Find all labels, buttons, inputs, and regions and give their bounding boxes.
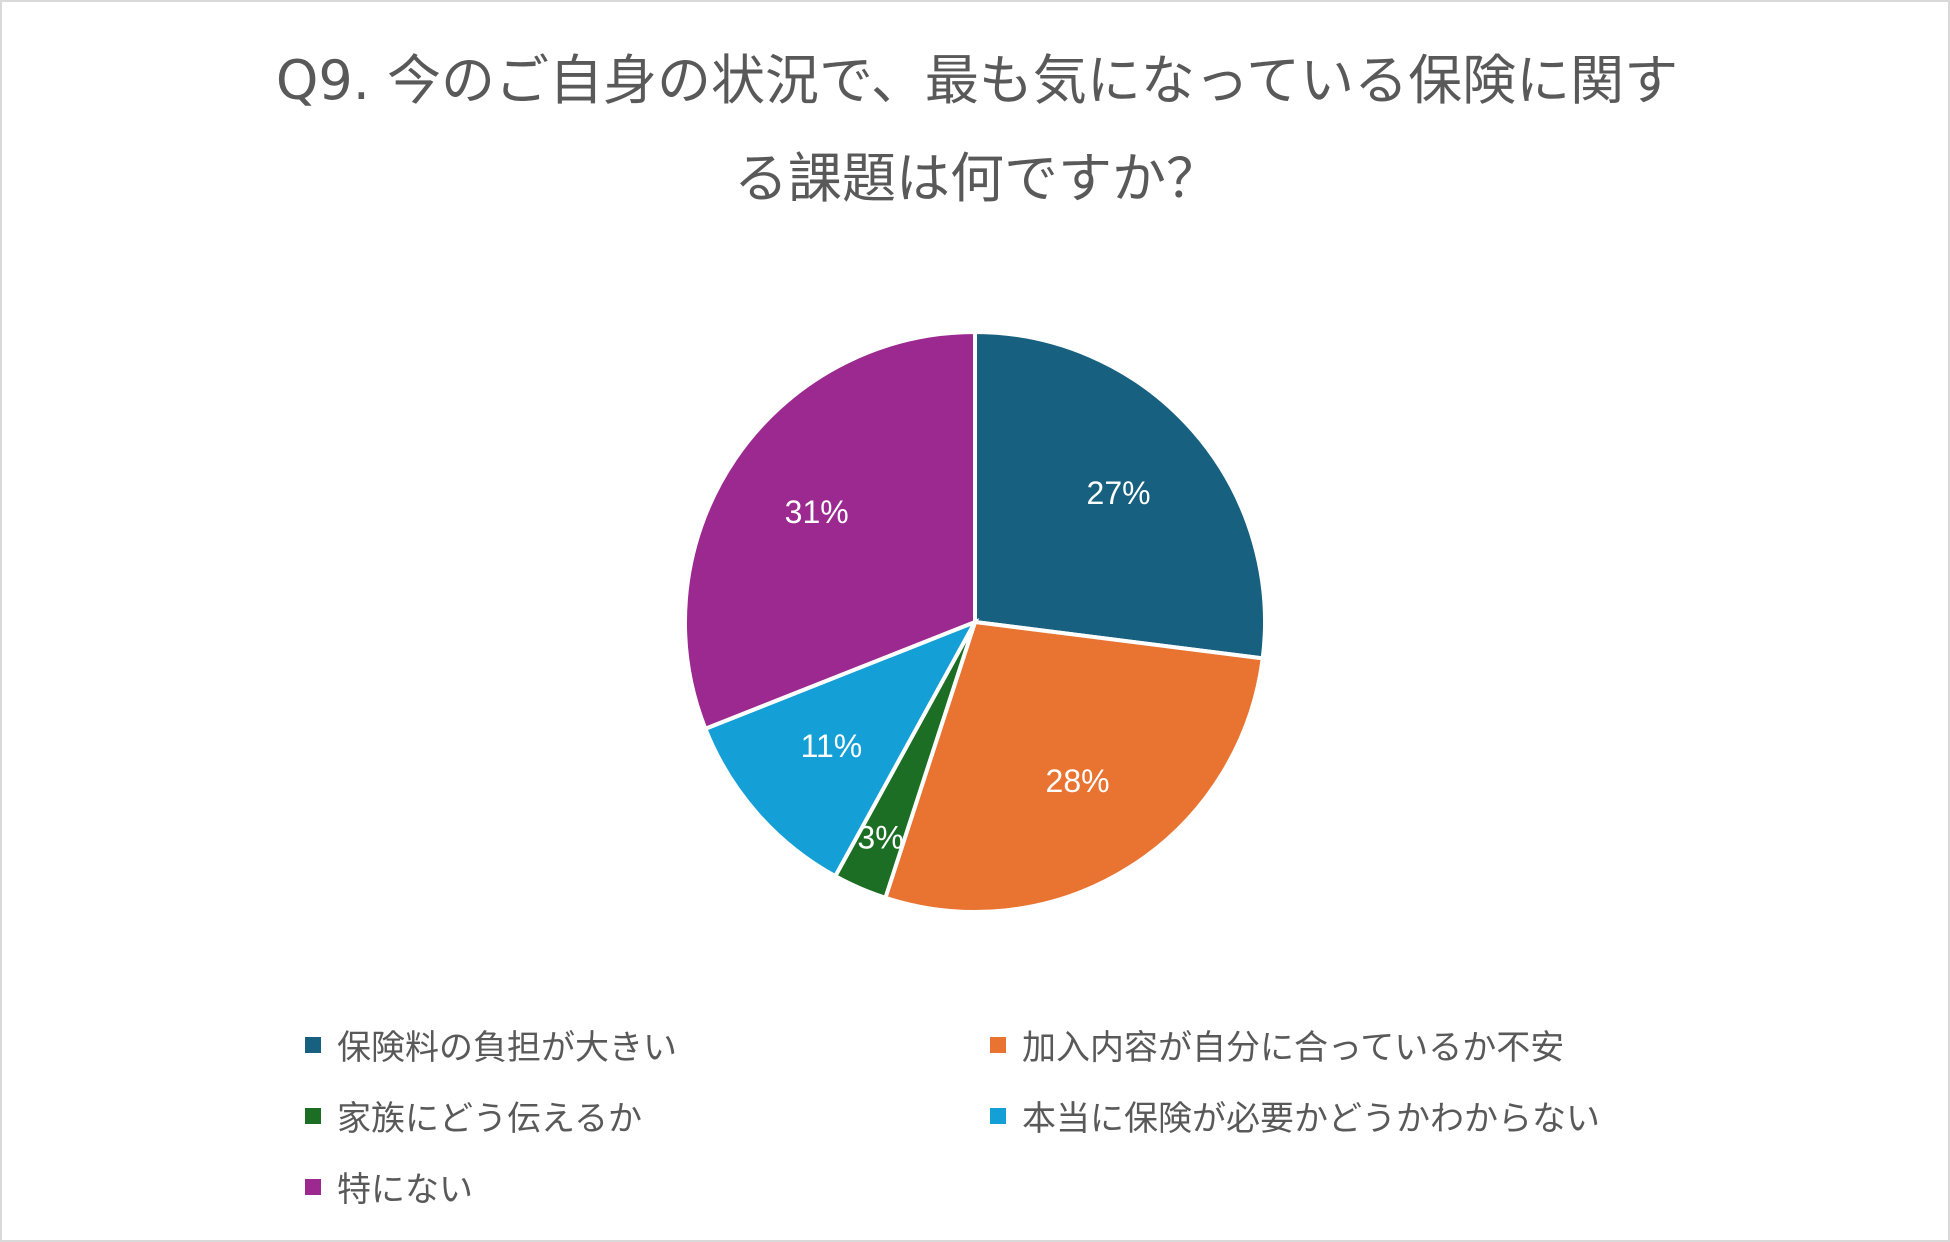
legend-item-4: 本当に保険が必要かどうかわからない [990, 1091, 1600, 1140]
legend-item-5: 特にない [305, 1162, 473, 1211]
legend-swatch [305, 1036, 321, 1053]
data-label-2: 28% [1046, 763, 1110, 799]
legend-label: 保険料の負担が大きい [337, 1028, 677, 1068]
legend-item-3: 家族にどう伝えるか [305, 1091, 642, 1140]
chart-title-line-1: Q9. 今のご自身の状況で、最も気になっている保険に関す [275, 49, 1679, 112]
legend-item-1: 保険料の負担が大きい [305, 1020, 677, 1069]
data-label-4: 11% [801, 728, 863, 764]
legend-swatch [305, 1107, 321, 1124]
legend-swatch [305, 1178, 321, 1195]
pie-slice-1 [973, 329, 1267, 661]
legend-label: 特にない [337, 1170, 473, 1210]
legend-swatch [990, 1036, 1006, 1053]
data-label-5: 31% [785, 494, 849, 530]
legend-label: 家族にどう伝えるか [337, 1099, 642, 1139]
data-label-1: 27% [1087, 475, 1151, 511]
chart-title: Q9. 今のご自身の状況で、最も気になっている保険に関す る課題は何ですか？ [177, 32, 1777, 228]
pie-slice-2 [882, 619, 1265, 914]
legend-item-2: 加入内容が自分に合っているか不安 [990, 1020, 1564, 1069]
legend-label: 加入内容が自分に合っているか不安 [1022, 1028, 1565, 1068]
legend-swatch [990, 1107, 1006, 1124]
pie-slice-5 [683, 329, 977, 732]
chart-title-line-2: る課題は何ですか？ [734, 147, 1220, 210]
pie-slice-4 [702, 618, 980, 879]
legend-label: 本当に保険が必要かどうかわからない [1022, 1099, 1600, 1139]
